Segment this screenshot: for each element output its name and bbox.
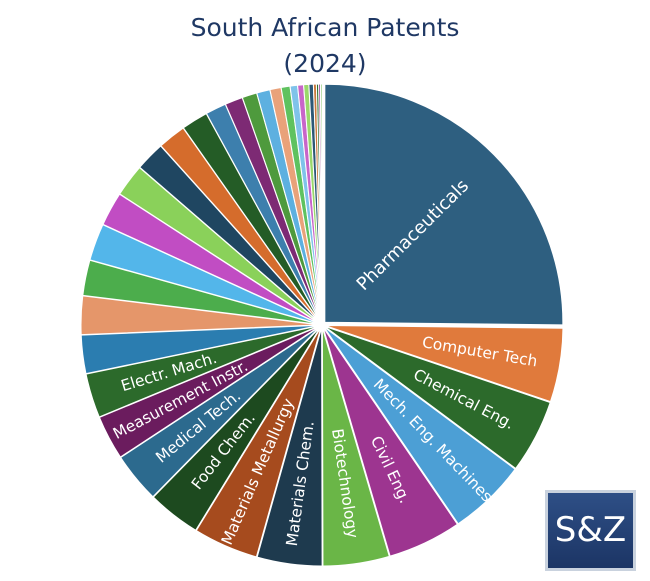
- sz-logo: S&Z: [545, 490, 636, 571]
- chart-title-block: South African Patents (2024): [0, 10, 650, 82]
- pie-slice-materials-chem: [256, 327, 323, 567]
- pie-slice-electr-mach: [85, 325, 320, 418]
- pie-slice-civil-eng: [322, 327, 459, 557]
- pie-slice-measurement-instr: [98, 325, 320, 458]
- pie-slice-food-chem: [152, 327, 321, 531]
- pie-slice-mech-eng-machines: [323, 326, 516, 525]
- pie-slice-pharmaceuticals: [324, 83, 564, 326]
- chart-title: South African Patents: [190, 13, 460, 42]
- pie-slice-materials-metallurgy: [195, 327, 322, 558]
- pie-slice-biotechnology: [321, 327, 390, 567]
- pie-slice-medical-tech: [120, 326, 321, 498]
- pie-slice-computer-tech: [324, 325, 564, 403]
- pie-slice-unlabeled-34: [319, 83, 323, 323]
- pie-slice-unlabeled-12: [80, 324, 320, 375]
- chart-subtitle: (2024): [283, 49, 367, 78]
- pie-slice-chemical-eng: [324, 325, 551, 470]
